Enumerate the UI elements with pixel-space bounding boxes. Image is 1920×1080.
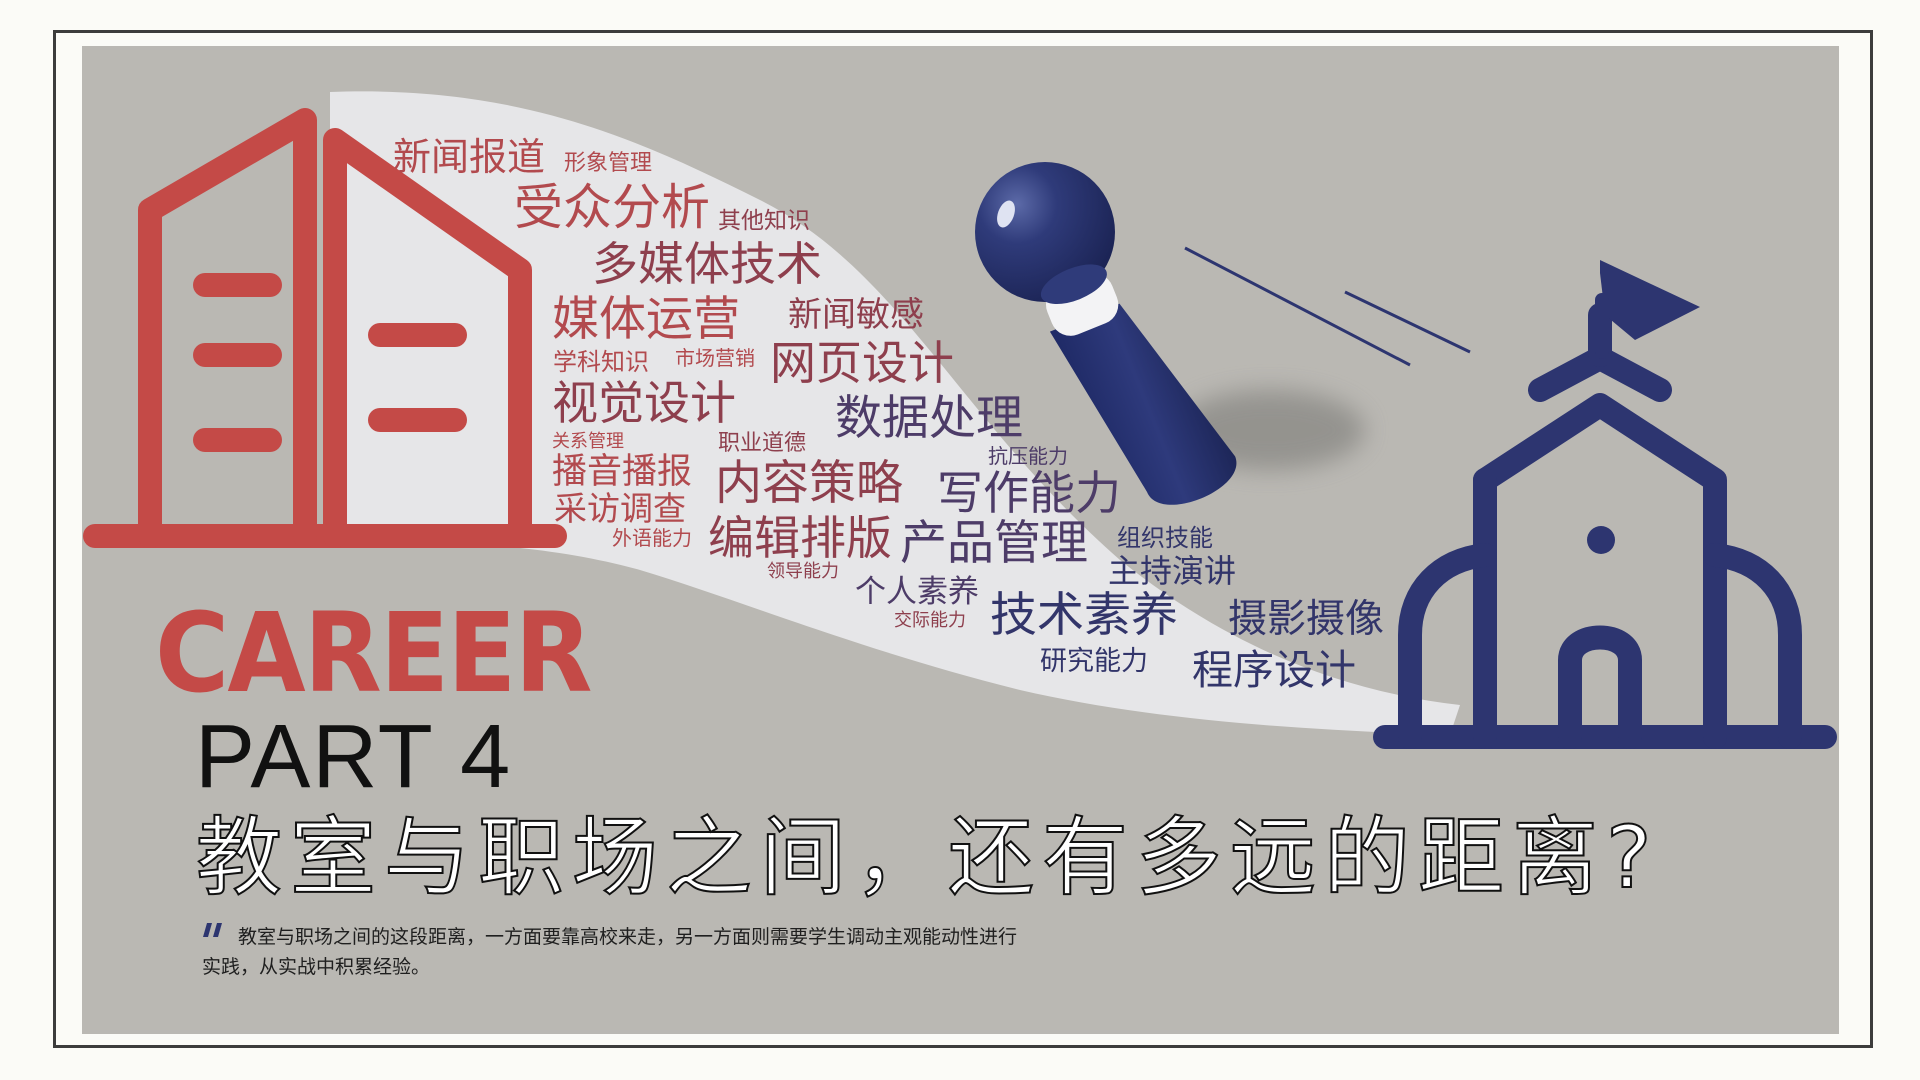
word-item: 内容策略 [715,456,903,511]
word-item: 交际能力 [894,610,966,631]
word-item: 抗压能力 [988,444,1068,468]
page-title: 教室与职场之间，还有多远的距离? [195,808,1660,908]
word-item: 产品管理 [900,516,1088,571]
word-item: 程序设计 [1192,646,1356,694]
word-item: 领导能力 [767,561,839,582]
word-item: 摄影摄像 [1228,597,1385,642]
telescope-icon [975,162,1471,505]
word-item: 媒体运营 [552,292,740,347]
word-item: 新闻报道 [393,135,546,179]
description-text: 教室与职场之间的这段距离，一方面要靠高校来走，另一方面则需要学生调动主观能动性进… [202,926,1018,978]
word-item: 数据处理 [835,391,1023,446]
word-item: 形象管理 [564,151,653,176]
part-label: PART 4 [195,707,513,807]
word-cloud-band [330,91,1460,735]
quote-mark-icon [203,923,222,937]
school-flag [1595,260,1700,359]
word-item: 职业道德 [718,431,807,456]
slide-frame [53,30,1873,1048]
career-label: CAREER [155,589,593,717]
word-item: 写作能力 [937,466,1121,520]
word-item: 外语能力 [612,526,692,550]
word-item: 网页设计 [770,336,954,390]
word-item: 关系管理 [552,431,624,452]
word-item: 视觉设计 [552,376,736,430]
word-item: 市场营销 [675,346,755,370]
word-item: 播音播报 [552,452,693,492]
word-item: 采访调查 [554,489,686,528]
school-building-icon [1373,303,1837,749]
word-item: 学科知识 [553,348,649,376]
word-item: 新闻敏感 [788,295,924,335]
word-item: 研究能力 [1040,646,1148,677]
word-item: 个人素养 [855,574,979,610]
school-window [1587,526,1615,554]
word-item: 主持演讲 [1108,552,1237,590]
office-building-icon [83,108,567,548]
word-item: 编辑排版 [708,511,892,565]
word-item: 多媒体技术 [592,237,822,291]
word-item: 技术素养 [990,588,1178,643]
word-item: 受众分析 [514,179,711,236]
word-item: 组织技能 [1117,524,1213,552]
word-item: 其他知识 [718,208,810,234]
